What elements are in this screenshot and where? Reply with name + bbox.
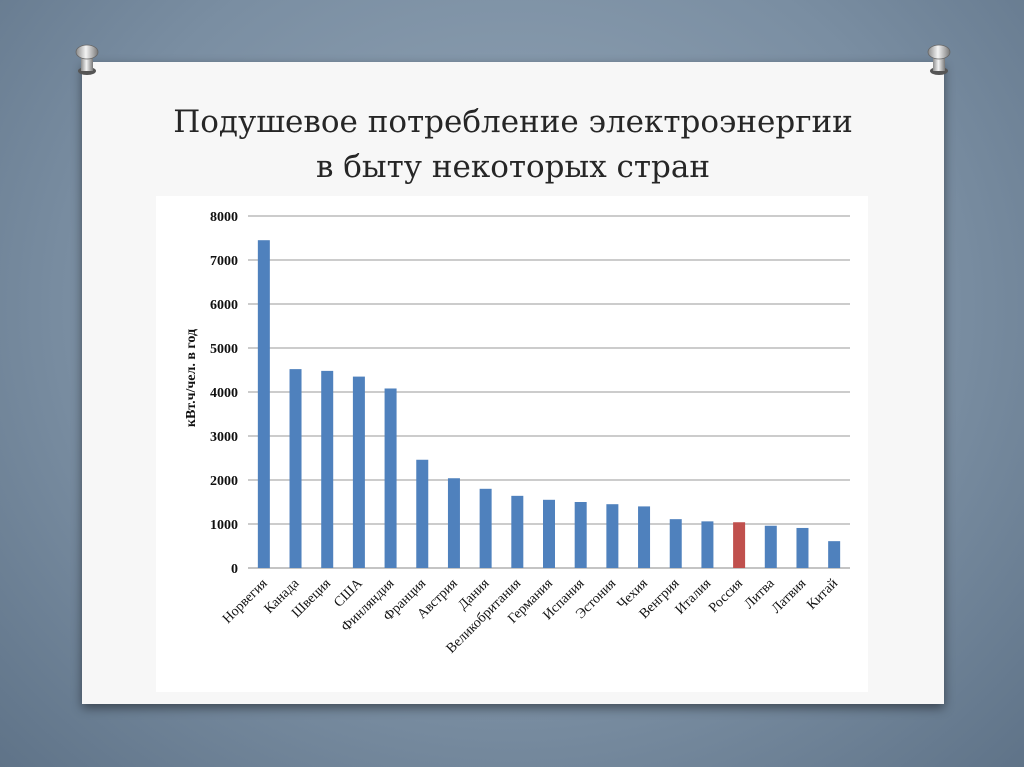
bar [606, 504, 619, 568]
x-axis-ticks: НорвегияКанадаШвецияСШАФинляндияФранцияА… [220, 576, 841, 657]
bar [321, 370, 334, 568]
bar [574, 502, 587, 568]
bar [257, 240, 270, 568]
bar [701, 521, 714, 568]
y-tick-label: 0 [231, 562, 238, 577]
x-tick-label: Россия [706, 576, 746, 616]
bar [289, 369, 302, 568]
x-tick-label: Италия [673, 576, 715, 618]
y-axis-label: кВт.ч/чел. в год [184, 329, 199, 427]
bar [479, 488, 492, 568]
y-tick-label: 7000 [210, 254, 238, 269]
pin-icon [75, 44, 99, 75]
slide-title: Подушевое потребление электроэнергии в б… [82, 100, 944, 190]
bar-chart: 0 1000 2000 3000 4000 5000 6000 7000 8000 Норвег… [184, 210, 850, 657]
x-tick-label: Латвия [769, 576, 810, 617]
chart-bars [257, 240, 841, 568]
bar [416, 459, 429, 568]
y-tick-label: 2000 [210, 474, 238, 489]
bar [543, 499, 555, 568]
slide-title-line-1: Подушевое потребление электроэнергии [173, 104, 853, 140]
x-tick-label: Норвегия [220, 576, 271, 627]
y-tick-label: 8000 [210, 210, 238, 225]
bar [733, 522, 746, 568]
y-tick-label: 5000 [210, 342, 238, 357]
bar [352, 376, 365, 568]
pin-icon [927, 44, 951, 75]
y-tick-label: 6000 [210, 298, 238, 313]
bar [669, 519, 682, 568]
bar [447, 478, 460, 568]
bar [828, 541, 841, 568]
bar [384, 388, 397, 568]
y-tick-label: 4000 [210, 386, 238, 401]
chart-container: 0 1000 2000 3000 4000 5000 6000 7000 8000 Норвег… [156, 196, 868, 692]
bar [638, 506, 651, 568]
y-axis-ticks: 0 1000 2000 3000 4000 5000 6000 7000 8000 [210, 210, 238, 577]
y-tick-label: 3000 [210, 430, 238, 445]
y-tick-label: 1000 [210, 518, 238, 533]
bar [796, 527, 809, 568]
slide-title-line-2: в быту некоторых стран [315, 149, 711, 185]
bar [511, 495, 524, 568]
x-tick-label: Китай [804, 576, 841, 613]
bar [764, 525, 777, 568]
